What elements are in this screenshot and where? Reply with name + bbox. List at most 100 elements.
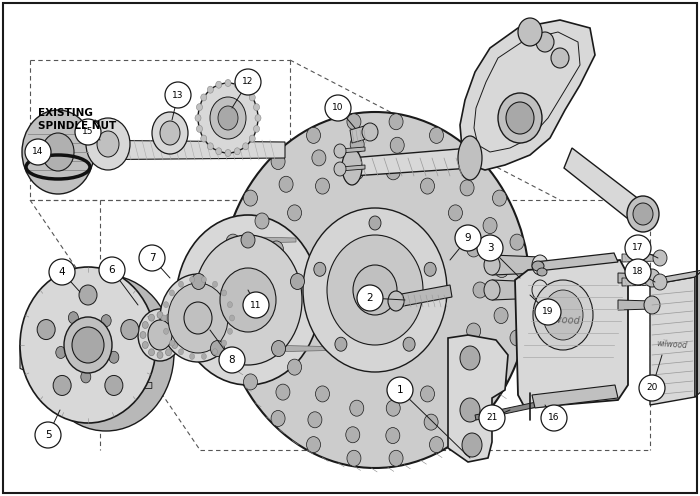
Ellipse shape (190, 277, 195, 283)
Polygon shape (618, 273, 652, 283)
Ellipse shape (346, 427, 360, 443)
Text: 10: 10 (332, 104, 344, 113)
Ellipse shape (169, 290, 174, 296)
Ellipse shape (271, 411, 285, 427)
Polygon shape (622, 254, 660, 262)
Ellipse shape (202, 277, 206, 283)
Ellipse shape (428, 152, 442, 168)
Ellipse shape (334, 162, 346, 176)
Ellipse shape (218, 106, 238, 130)
Ellipse shape (22, 110, 94, 194)
Ellipse shape (164, 302, 169, 308)
Text: 7: 7 (148, 253, 155, 263)
Ellipse shape (389, 450, 403, 466)
Ellipse shape (178, 349, 183, 355)
Ellipse shape (532, 255, 548, 275)
Polygon shape (67, 381, 100, 389)
Ellipse shape (316, 386, 330, 402)
Ellipse shape (449, 359, 463, 375)
Ellipse shape (460, 180, 474, 196)
Ellipse shape (532, 280, 548, 300)
Ellipse shape (102, 314, 111, 327)
Text: 5: 5 (45, 430, 51, 440)
Ellipse shape (20, 267, 156, 423)
Ellipse shape (276, 384, 290, 400)
Ellipse shape (484, 280, 500, 300)
Ellipse shape (220, 268, 276, 332)
Ellipse shape (69, 311, 78, 324)
Ellipse shape (226, 234, 240, 250)
Ellipse shape (142, 321, 148, 328)
Ellipse shape (255, 115, 261, 122)
Ellipse shape (37, 319, 55, 340)
Ellipse shape (109, 351, 119, 363)
Ellipse shape (312, 150, 326, 166)
Ellipse shape (462, 433, 482, 457)
Ellipse shape (138, 309, 182, 361)
Ellipse shape (510, 234, 524, 250)
Ellipse shape (270, 241, 284, 257)
Polygon shape (255, 237, 296, 243)
Ellipse shape (532, 261, 544, 271)
Ellipse shape (226, 330, 240, 346)
Ellipse shape (327, 235, 423, 345)
Ellipse shape (627, 196, 659, 232)
Ellipse shape (172, 321, 178, 328)
Ellipse shape (121, 319, 139, 340)
Ellipse shape (152, 112, 188, 154)
Ellipse shape (142, 342, 148, 349)
Ellipse shape (403, 337, 415, 351)
Circle shape (219, 347, 245, 373)
Ellipse shape (210, 97, 246, 139)
Text: 20: 20 (646, 383, 658, 392)
Circle shape (325, 95, 351, 121)
Ellipse shape (221, 340, 227, 346)
Ellipse shape (290, 273, 304, 290)
Ellipse shape (484, 255, 500, 275)
Ellipse shape (467, 241, 481, 257)
Ellipse shape (279, 176, 293, 192)
Ellipse shape (516, 282, 530, 298)
Ellipse shape (506, 102, 534, 134)
Ellipse shape (314, 262, 326, 276)
Ellipse shape (228, 302, 232, 308)
Circle shape (35, 422, 61, 448)
Ellipse shape (465, 411, 479, 427)
Ellipse shape (465, 154, 479, 170)
Polygon shape (475, 398, 556, 420)
Ellipse shape (270, 323, 284, 339)
Polygon shape (564, 148, 648, 228)
Ellipse shape (178, 281, 183, 287)
Ellipse shape (174, 331, 180, 338)
Ellipse shape (148, 314, 155, 321)
Circle shape (75, 119, 101, 145)
Ellipse shape (263, 282, 277, 298)
Text: 6: 6 (108, 265, 116, 275)
Ellipse shape (255, 213, 269, 229)
Ellipse shape (536, 32, 554, 52)
Polygon shape (622, 278, 660, 286)
Polygon shape (225, 346, 265, 352)
Ellipse shape (140, 331, 146, 338)
Ellipse shape (253, 125, 260, 132)
Circle shape (541, 405, 567, 431)
Ellipse shape (169, 340, 174, 346)
Circle shape (165, 82, 191, 108)
Ellipse shape (537, 268, 547, 276)
Circle shape (625, 259, 651, 285)
Text: 13: 13 (172, 90, 183, 100)
Text: 8: 8 (229, 355, 235, 365)
Ellipse shape (449, 205, 463, 221)
Ellipse shape (195, 115, 201, 122)
Ellipse shape (242, 256, 256, 272)
Ellipse shape (207, 86, 214, 93)
Ellipse shape (194, 235, 302, 365)
Polygon shape (60, 140, 285, 160)
Ellipse shape (234, 148, 240, 155)
Circle shape (235, 69, 261, 95)
Ellipse shape (495, 261, 509, 278)
Ellipse shape (386, 400, 400, 416)
Polygon shape (650, 270, 700, 285)
Ellipse shape (225, 149, 231, 157)
Ellipse shape (494, 308, 508, 323)
